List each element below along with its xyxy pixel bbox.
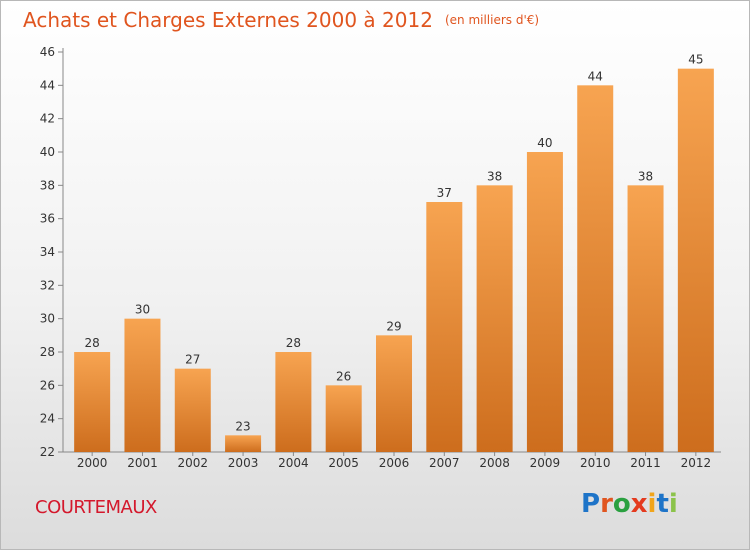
x-tick-label-2003: 2003 [228, 456, 259, 470]
bar-2000 [74, 352, 111, 452]
data-label-2010: 44 [588, 69, 603, 83]
x-tick-label-2006: 2006 [379, 456, 410, 470]
logo-letter: P [581, 489, 601, 519]
logo-letter: x [630, 489, 648, 519]
x-tick-label-2008: 2008 [479, 456, 510, 470]
y-tick-label: 40 [40, 145, 55, 159]
x-tick-label-2011: 2011 [630, 456, 661, 470]
data-label-2002: 27 [185, 353, 200, 367]
bar-2008 [476, 185, 513, 453]
data-labels: 28 30 27 23 28 26 29 37 38 40 44 38 45 [85, 53, 704, 434]
bar-2004 [275, 352, 312, 452]
x-tick-label-2007: 2007 [429, 456, 460, 470]
y-tick-label: 22 [40, 445, 55, 459]
logo-letter: r [600, 489, 613, 519]
y-tick-label: 36 [40, 212, 55, 226]
y-tick-label: 46 [40, 45, 55, 59]
x-tick-label-2009: 2009 [530, 456, 561, 470]
x-tick-label-2005: 2005 [328, 456, 359, 470]
bar-2005 [325, 385, 362, 452]
x-tick-label-2000: 2000 [77, 456, 108, 470]
data-label-2005: 26 [336, 369, 351, 383]
bar-2002 [174, 368, 211, 452]
bar-2007 [426, 202, 463, 452]
commune-name: COURTEMAUX [35, 497, 157, 518]
y-tick-label: 32 [40, 278, 55, 292]
bar-2010 [577, 85, 614, 452]
x-tick-label-2004: 2004 [278, 456, 309, 470]
bar-2001 [124, 318, 161, 452]
x-tick-label-2001: 2001 [127, 456, 158, 470]
bar-2012 [677, 68, 714, 453]
data-label-2007: 37 [437, 186, 452, 200]
chart-title-text: Achats et Charges Externes 2000 à 2012 [23, 8, 433, 32]
data-label-2000: 28 [85, 336, 100, 350]
logo-letter: i [668, 489, 678, 519]
data-label-2009: 40 [537, 136, 552, 150]
data-label-2001: 30 [135, 303, 150, 317]
bar-2006 [376, 335, 412, 452]
chart-unit: (en milliers d'€) [444, 13, 540, 27]
proxiti-logo: Proxiti [581, 489, 678, 519]
bar-2011 [627, 185, 664, 453]
y-tick-label: 42 [40, 112, 55, 126]
data-label-2004: 28 [286, 336, 301, 350]
logo-letter: t [656, 489, 669, 519]
x-tick-label-2002: 2002 [177, 456, 208, 470]
y-tick-label: 44 [40, 78, 55, 92]
x-tick-label-2010: 2010 [580, 456, 611, 470]
data-label-2011: 38 [638, 169, 653, 183]
y-tick-label: 38 [40, 178, 55, 192]
bars [74, 68, 714, 453]
axes: 22 24 26 28 30 32 34 36 38 40 42 44 46 2000 2001 2002 20… [40, 45, 721, 470]
logo-letter: o [612, 489, 631, 519]
x-tick-label-2012: 2012 [681, 456, 712, 470]
data-label-2003: 23 [235, 419, 250, 433]
data-label-2008: 38 [487, 169, 502, 183]
bar-2003 [225, 435, 262, 452]
y-tick-label: 26 [40, 378, 55, 392]
y-tick-label: 24 [40, 412, 55, 426]
data-label-2012: 45 [688, 53, 703, 67]
y-tick-label: 30 [40, 312, 55, 326]
logo-letter: i [647, 489, 657, 519]
data-label-2006: 29 [386, 319, 401, 333]
y-tick-label: 28 [40, 345, 55, 359]
chart-title: Achats et Charges Externes 2000 à 2012 (e… [23, 8, 539, 32]
y-tick-label: 34 [40, 245, 55, 259]
bar-2009 [526, 152, 563, 452]
